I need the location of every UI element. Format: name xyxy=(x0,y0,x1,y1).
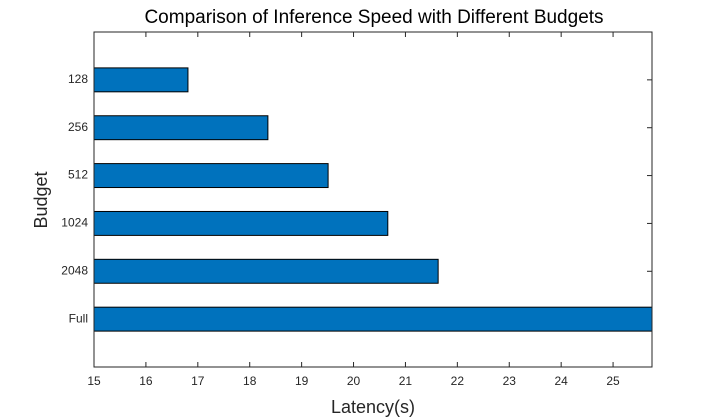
y-tick-label: 512 xyxy=(68,168,88,182)
bar xyxy=(93,258,439,284)
bar xyxy=(93,67,189,93)
x-tick-label: 15 xyxy=(87,374,101,388)
x-tick-label: 24 xyxy=(554,374,568,388)
bar xyxy=(93,210,389,236)
bar xyxy=(93,306,653,332)
y-tick-label: 2048 xyxy=(61,263,88,277)
x-tick-label: 22 xyxy=(451,374,465,388)
y-tick-label: 128 xyxy=(68,72,88,86)
plot-frame xyxy=(93,31,653,368)
x-tick-label: 25 xyxy=(606,374,620,388)
y-tick-label: Full xyxy=(69,311,88,325)
bar xyxy=(93,163,329,189)
y-axis-label: Budget xyxy=(31,171,51,228)
x-tick-label: 16 xyxy=(139,374,153,388)
y-tick-label: 1024 xyxy=(61,216,88,230)
y-tick-label: 256 xyxy=(68,120,88,134)
chart-title: Comparison of Inference Speed with Diffe… xyxy=(144,7,603,28)
x-tick-label: 20 xyxy=(347,374,361,388)
x-tick-label: 21 xyxy=(399,374,413,388)
x-axis-label: Latency(s) xyxy=(331,397,415,417)
x-tick-label: 18 xyxy=(243,374,257,388)
bar xyxy=(93,115,269,141)
x-tick-label: 23 xyxy=(503,374,517,388)
x-tick-label: 19 xyxy=(295,374,309,388)
x-tick-label: 17 xyxy=(191,374,205,388)
